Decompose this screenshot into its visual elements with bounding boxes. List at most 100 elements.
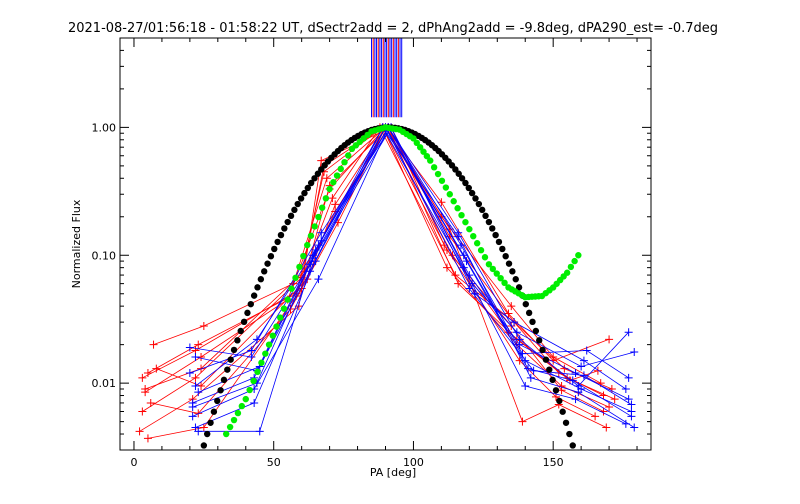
green-fit-dot	[311, 223, 318, 230]
x-tick-label: 100	[403, 456, 424, 469]
data-point-plus	[194, 409, 203, 418]
data-point-plus	[322, 174, 331, 183]
data-point-plus	[152, 364, 161, 373]
gaussian-fit-dot	[203, 430, 211, 438]
green-fit-dot	[489, 265, 497, 273]
series-layer	[135, 38, 639, 449]
green-fit-dot	[269, 332, 276, 339]
gaussian-fit-dot	[304, 184, 312, 192]
green-fit-dot	[462, 218, 469, 226]
series-line	[198, 126, 635, 432]
gaussian-fit-dot	[264, 260, 271, 267]
gaussian-fit-dot	[559, 408, 566, 415]
data-point-plus	[199, 321, 208, 330]
gaussian-fit-dot	[274, 238, 281, 246]
green-fit-dot	[300, 252, 307, 260]
data-point-plus	[188, 412, 197, 421]
gaussian-fit-dot	[294, 200, 301, 208]
gaussian-fit-dot	[455, 170, 462, 177]
gaussian-fit-dot	[562, 419, 570, 426]
data-point-plus	[515, 335, 524, 344]
data-point-plus	[510, 318, 519, 327]
data-point-plus	[627, 412, 636, 421]
data-point-plus	[577, 362, 586, 371]
gaussian-fit-dot	[485, 218, 493, 226]
data-point-plus	[574, 381, 583, 390]
chart-title: 2021-08-27/01:56:18 - 01:58:22 UT, dSect…	[68, 21, 718, 36]
gaussian-fit-dot	[237, 327, 244, 335]
x-tick-label: 50	[267, 456, 281, 469]
gaussian-fit-dot	[297, 195, 305, 202]
data-point-plus	[255, 427, 264, 436]
gaussian-fit-dot	[512, 276, 519, 283]
data-point-plus	[442, 263, 451, 272]
gaussian-fit-dot	[499, 245, 506, 253]
green-fit-dot	[280, 305, 288, 312]
data-point-plus	[504, 309, 513, 318]
data-point-plus	[454, 228, 463, 237]
green-fit-dot	[326, 185, 333, 193]
data-point-plus	[624, 395, 633, 404]
series-red-0	[141, 123, 608, 400]
green-fit-dot	[238, 402, 246, 410]
green-fit-dot	[470, 232, 477, 240]
gaussian-fit-dot	[515, 284, 523, 291]
green-fit-dot	[250, 377, 257, 385]
series-line	[189, 126, 626, 425]
gaussian-fit-dot	[569, 442, 576, 449]
green-fit-dot	[571, 257, 578, 265]
gaussian-fit-dot	[281, 225, 288, 232]
green-fit-dot	[473, 240, 481, 247]
data-point-plus	[141, 384, 150, 393]
data-point-plus	[568, 376, 577, 385]
data-point-plus	[185, 343, 194, 352]
gaussian-fit-dot	[525, 309, 533, 317]
data-point-plus	[526, 373, 535, 382]
data-point-plus	[507, 302, 516, 311]
green-fit-dot	[458, 211, 465, 219]
gaussian-fit-dot	[277, 231, 285, 239]
data-point-plus	[610, 395, 619, 404]
x-tick-label: 0	[130, 456, 137, 469]
series-line	[144, 126, 604, 396]
data-point-plus	[518, 417, 527, 426]
gaussian-fit-dot	[475, 200, 483, 208]
gaussian-fit-dot	[556, 397, 563, 405]
green-fit-dot	[477, 247, 485, 254]
series-line	[195, 126, 632, 405]
gaussian-fit-dot	[227, 356, 234, 363]
data-point-plus	[529, 366, 538, 375]
gaussian-fit-dot	[307, 179, 315, 187]
green-fit-dot	[410, 135, 417, 142]
gaussian-fit-dot	[502, 252, 509, 260]
series-line	[147, 126, 601, 384]
data-point-plus	[250, 398, 259, 407]
gaussian-fit-dot	[207, 419, 214, 426]
green-fit-dot	[337, 165, 344, 173]
green-fit-dot	[420, 148, 427, 155]
green-fit-dot	[234, 409, 242, 417]
gaussian-fit-dot	[552, 387, 560, 394]
green-fit-dot	[304, 241, 311, 249]
y-axis-label: Normalized Flux	[70, 199, 83, 288]
y-tick-label: 0.10	[92, 249, 117, 262]
data-point-plus	[579, 371, 588, 380]
data-point-plus	[571, 395, 580, 404]
series-red-2	[143, 123, 605, 388]
data-point-plus	[521, 381, 530, 390]
data-point-plus	[621, 384, 630, 393]
gaussian-fit-dot	[261, 268, 268, 275]
green-fit-dot	[230, 416, 238, 424]
green-fit-dot	[434, 170, 442, 178]
green-fit-dot	[254, 368, 261, 376]
data-point-plus	[191, 353, 200, 362]
series-line	[192, 126, 629, 417]
gaussian-fit-dot	[549, 376, 556, 384]
data-point-plus	[308, 254, 317, 263]
data-point-plus	[524, 364, 533, 373]
green-fit-dot	[575, 252, 582, 259]
green-fit-dot	[345, 152, 352, 159]
data-point-plus	[317, 156, 326, 165]
gaussian-fit-dot	[301, 189, 308, 197]
